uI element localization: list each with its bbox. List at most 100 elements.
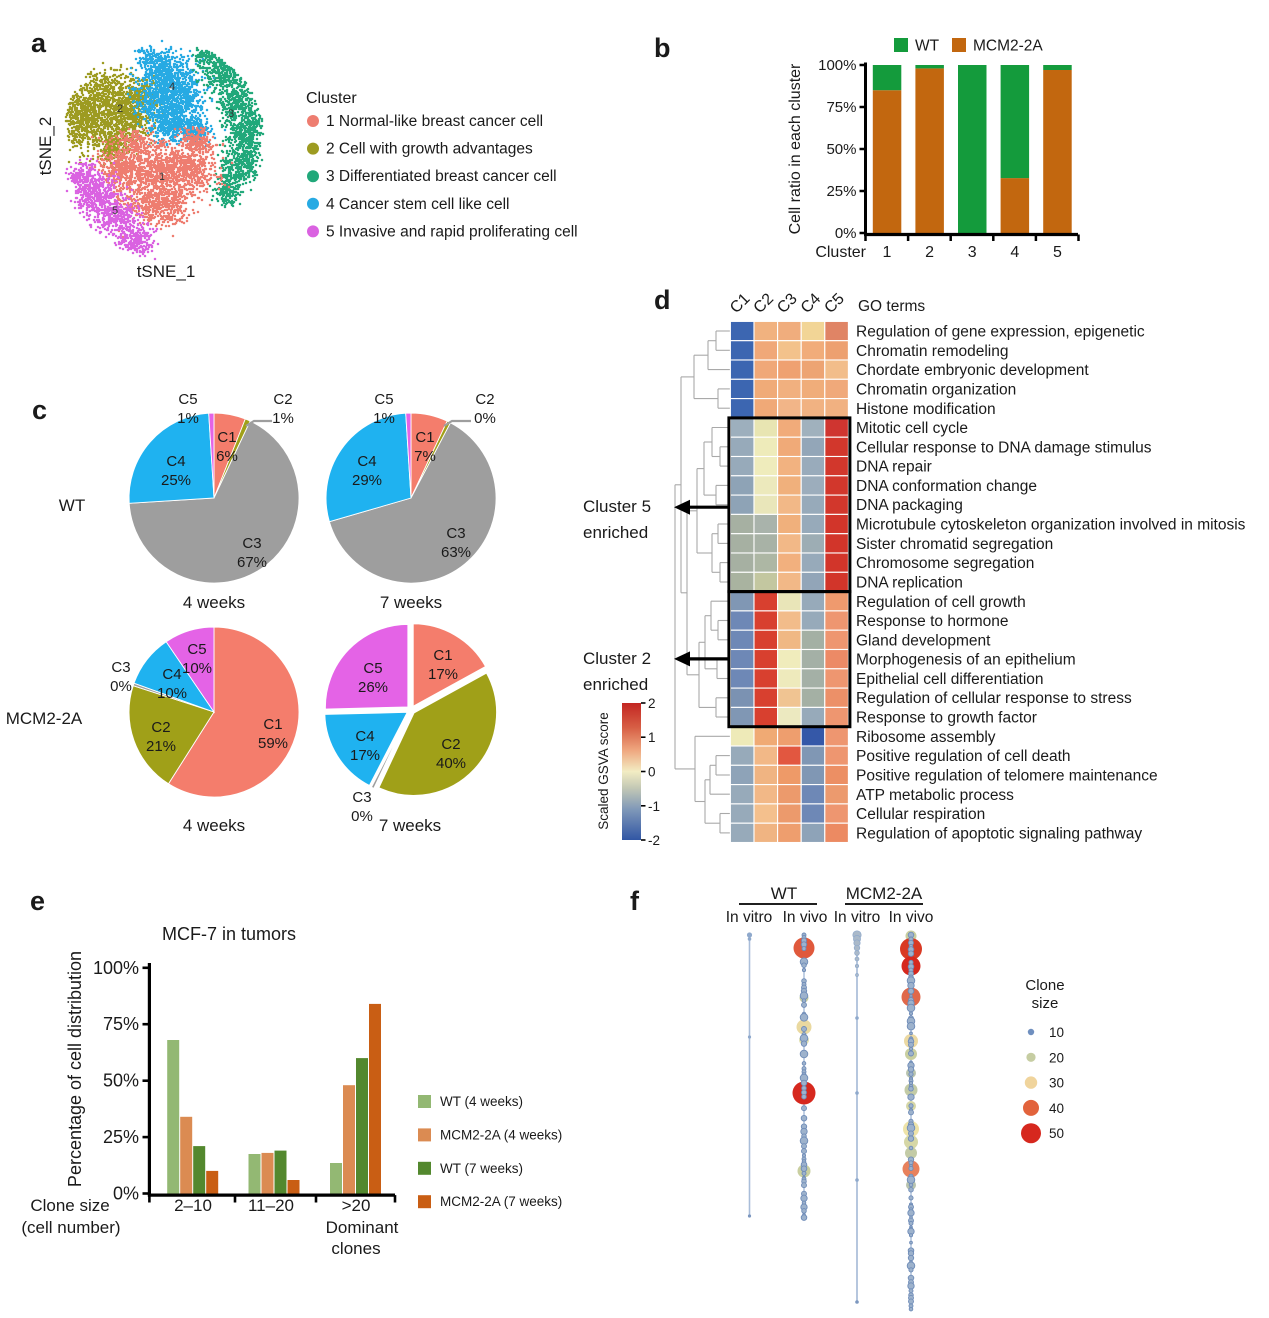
svg-text:3 Differentiated breast cancer: 3 Differentiated breast cancer cell — [326, 168, 557, 185]
svg-text:11–20: 11–20 — [248, 1196, 294, 1215]
svg-text:DNA packaging: DNA packaging — [856, 497, 963, 514]
svg-text:C3: C3 — [446, 525, 465, 542]
svg-text:tSNE_2: tSNE_2 — [36, 117, 55, 176]
svg-text:MCF-7 in tumors: MCF-7 in tumors — [162, 924, 296, 944]
svg-text:2: 2 — [117, 103, 123, 115]
svg-text:>20: >20 — [342, 1196, 371, 1215]
svg-text:In vitro: In vitro — [834, 909, 881, 926]
svg-text:Cell ratio in each cluster: Cell ratio in each cluster — [787, 63, 804, 234]
svg-text:C4: C4 — [355, 728, 374, 745]
svg-text:1%: 1% — [272, 410, 294, 427]
svg-text:MCM2-2A (7 weeks): MCM2-2A (7 weeks) — [440, 1194, 562, 1209]
svg-text:C2: C2 — [441, 736, 460, 753]
svg-text:Chromosome segregation: Chromosome segregation — [856, 555, 1034, 572]
svg-text:C2: C2 — [273, 391, 292, 408]
svg-text:0: 0 — [648, 765, 656, 780]
svg-text:WT: WT — [771, 884, 797, 903]
svg-text:C1: C1 — [727, 290, 754, 317]
svg-text:0%: 0% — [110, 678, 132, 695]
svg-text:25%: 25% — [826, 183, 856, 200]
svg-text:tSNE_1: tSNE_1 — [137, 262, 196, 281]
svg-text:a: a — [31, 28, 47, 58]
svg-text:50%: 50% — [826, 141, 856, 158]
svg-text:(cell number): (cell number) — [21, 1218, 120, 1237]
svg-text:20: 20 — [1049, 1050, 1064, 1065]
svg-text:1%: 1% — [373, 410, 395, 427]
svg-text:7 weeks: 7 weeks — [380, 593, 442, 612]
svg-text:10: 10 — [1049, 1025, 1064, 1040]
svg-text:1: 1 — [648, 730, 656, 745]
svg-text:C4: C4 — [357, 453, 376, 470]
svg-text:29%: 29% — [352, 472, 382, 489]
svg-text:0%: 0% — [835, 225, 857, 242]
svg-text:4: 4 — [1010, 244, 1019, 261]
svg-text:Clone size: Clone size — [30, 1196, 109, 1215]
svg-text:25%: 25% — [103, 1127, 139, 1147]
svg-text:C5: C5 — [374, 391, 393, 408]
svg-text:Microtubule cytoskeleton organ: Microtubule cytoskeleton organization in… — [856, 517, 1246, 534]
svg-text:C5: C5 — [187, 641, 206, 658]
svg-text:Chordate embryonic development: Chordate embryonic development — [856, 362, 1089, 379]
svg-text:DNA conformation change: DNA conformation change — [856, 478, 1037, 495]
svg-text:Cellular response to DNA damag: Cellular response to DNA damage stimulus — [856, 439, 1152, 456]
svg-text:C5: C5 — [178, 391, 197, 408]
svg-text:Ribosome assembly: Ribosome assembly — [856, 729, 996, 746]
svg-text:Clone: Clone — [1025, 977, 1064, 994]
svg-text:C3: C3 — [242, 535, 261, 552]
svg-text:GO terms: GO terms — [858, 298, 925, 315]
svg-text:67%: 67% — [237, 554, 267, 571]
svg-text:26%: 26% — [358, 679, 388, 696]
svg-text:C1: C1 — [263, 716, 282, 733]
svg-text:Regulation of cell growth: Regulation of cell growth — [856, 594, 1026, 611]
svg-text:MCM2-2A: MCM2-2A — [973, 38, 1043, 55]
svg-text:C3: C3 — [352, 789, 371, 806]
svg-text:63%: 63% — [441, 544, 471, 561]
svg-text:0%: 0% — [113, 1184, 139, 1204]
svg-text:Regulation of apoptotic signal: Regulation of apoptotic signaling pathwa… — [856, 825, 1142, 842]
svg-text:C2: C2 — [151, 719, 170, 736]
svg-text:Dominant: Dominant — [326, 1218, 399, 1237]
svg-text:4 weeks: 4 weeks — [183, 816, 245, 835]
svg-text:WT: WT — [59, 496, 85, 515]
svg-text:MCM2-2A (4 weeks): MCM2-2A (4 weeks) — [440, 1127, 562, 1142]
svg-text:5 Invasive and rapid prolifera: 5 Invasive and rapid proliferating cell — [326, 223, 578, 240]
svg-text:Regulation of cellular respons: Regulation of cellular response to stres… — [856, 690, 1132, 707]
svg-text:Cluster: Cluster — [815, 244, 866, 261]
svg-text:7%: 7% — [414, 448, 436, 465]
svg-text:C4: C4 — [166, 453, 185, 470]
svg-text:C4: C4 — [798, 290, 825, 317]
svg-text:Response to growth factor: Response to growth factor — [856, 710, 1037, 727]
svg-text:WT (4 weeks): WT (4 weeks) — [440, 1094, 523, 1109]
svg-text:6%: 6% — [216, 448, 238, 465]
svg-text:75%: 75% — [826, 99, 856, 116]
svg-text:In vivo: In vivo — [889, 909, 934, 926]
svg-text:C4: C4 — [162, 666, 181, 683]
svg-text:5: 5 — [112, 205, 118, 217]
svg-text:30: 30 — [1049, 1076, 1064, 1091]
svg-text:2: 2 — [925, 244, 934, 261]
svg-text:17%: 17% — [350, 747, 380, 764]
svg-text:C1: C1 — [433, 647, 452, 664]
svg-text:C3: C3 — [774, 290, 801, 317]
svg-text:-1: -1 — [648, 799, 660, 814]
svg-text:c: c — [32, 395, 47, 425]
svg-text:59%: 59% — [258, 735, 288, 752]
svg-text:C5: C5 — [363, 660, 382, 677]
svg-text:10%: 10% — [157, 685, 187, 702]
svg-text:100%: 100% — [818, 57, 856, 74]
svg-text:40: 40 — [1049, 1101, 1064, 1116]
svg-text:50: 50 — [1049, 1126, 1064, 1141]
svg-text:10%: 10% — [182, 660, 212, 677]
svg-text:100%: 100% — [93, 958, 139, 978]
svg-text:0%: 0% — [351, 808, 373, 825]
svg-text:b: b — [654, 33, 671, 63]
svg-text:DNA replication: DNA replication — [856, 575, 963, 592]
svg-text:WT: WT — [915, 38, 940, 55]
svg-text:Mitotic cell cycle: Mitotic cell cycle — [856, 420, 968, 437]
svg-text:1: 1 — [883, 244, 892, 261]
svg-text:17%: 17% — [428, 666, 458, 683]
svg-text:Regulation of gene expression,: Regulation of gene expression, epigeneti… — [856, 324, 1145, 341]
svg-text:Cellular respiration: Cellular respiration — [856, 806, 985, 823]
svg-text:1: 1 — [159, 171, 165, 183]
svg-text:f: f — [630, 886, 640, 916]
